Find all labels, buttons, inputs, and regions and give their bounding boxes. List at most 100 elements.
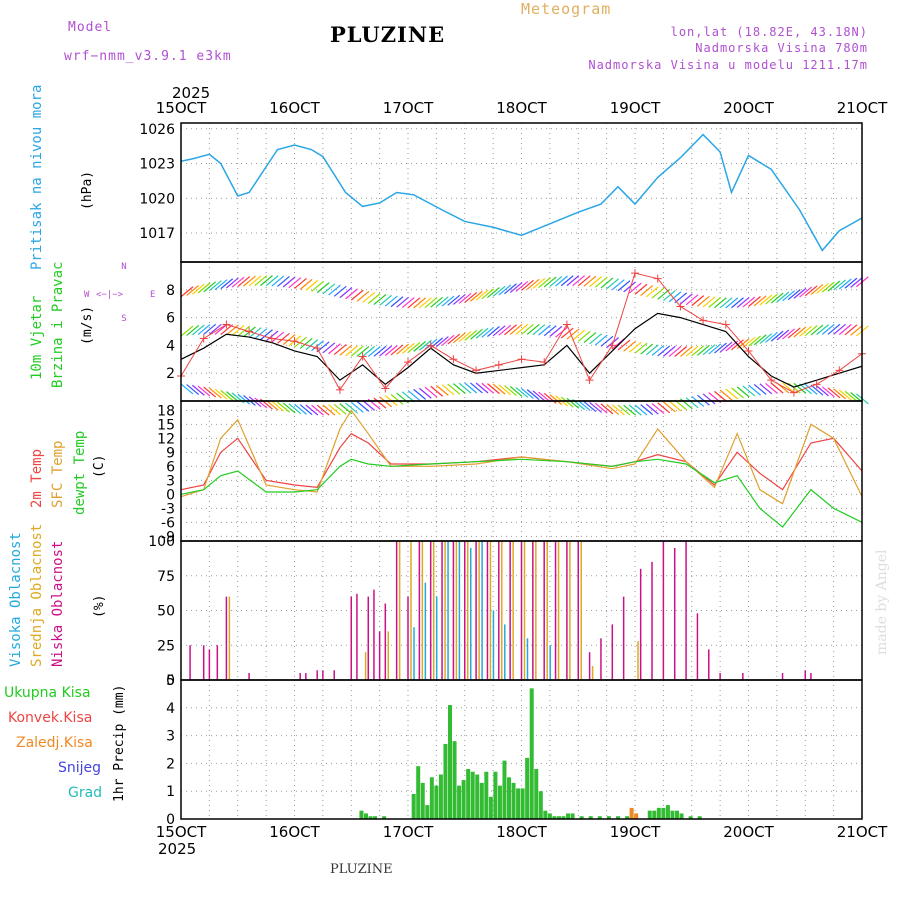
wind-barb [844,324,858,336]
wind-barb [736,296,750,308]
wind-barb [504,283,517,295]
wind-barb [180,325,194,337]
precip-bar [665,805,670,819]
wind-barb [742,336,756,348]
wind-barb [782,382,795,394]
x-tick-label-top: 19OCT [610,99,661,117]
wind-barb [379,345,393,357]
wind-barb [345,288,358,300]
wind-barb [850,276,864,288]
wind-barb [850,324,864,336]
wind-barb [765,331,778,343]
wind-barb [396,296,410,308]
wind-barb [277,275,290,287]
wind-barb [492,285,506,297]
wind-barb [538,277,551,289]
wind-barb [322,283,336,295]
precip-bar [479,782,484,819]
wind-barb [288,403,302,415]
wind-barb [203,386,217,398]
wind-barb [316,282,330,294]
wind-barb [799,325,812,337]
wind-gust-marker [404,358,412,367]
wind-barb [810,384,824,396]
y-tick-label: 0 [166,673,175,689]
y-tick-label: 3 [166,473,175,489]
precip-frozen-label: Zaledj.Kisa [16,735,93,751]
wind-barb [191,283,205,295]
wind-gust-marker [767,376,776,385]
wind-barb [611,404,625,416]
wind-barb [260,329,273,341]
wind-barb [577,330,591,342]
precip-bar [488,796,493,819]
compass-w: W [84,290,90,300]
precip-bar [534,768,539,819]
y-tick-label: 0 [166,812,175,828]
wind-barb [265,275,279,287]
wind-barb [214,323,228,335]
wind-barb [418,297,432,309]
wind-barb [260,275,273,287]
wind-barb [538,324,551,336]
wind-barb [617,339,631,351]
wind-barb [821,281,835,293]
precip-conv-label: Konvek.Kisa [8,710,93,726]
wind-barb [441,334,455,346]
y-tick-label: 1020 [139,191,175,207]
wind-barb [237,393,251,405]
wind-barb [521,388,534,399]
y-tick-label: 5 [166,673,175,689]
wind-gust-marker [699,316,708,325]
wind-barb [481,326,495,338]
wind-barb [748,384,761,396]
wind-gust-marker [562,320,571,329]
wind-barb [180,383,194,395]
wind-barb [725,297,739,309]
wind-barb [458,331,472,343]
x-tick-label-bottom: 15OCT [156,823,207,841]
wind-gust-marker [313,344,322,353]
wind-barb [464,291,478,303]
wind-barb [226,391,239,403]
wind-gust-marker [631,269,639,278]
wind-barb [492,325,506,337]
wind-barb [447,333,461,345]
wind-barb [504,385,517,397]
wind-barb [628,282,642,294]
compass-s: S [121,314,127,324]
panel-frame [180,679,863,820]
wind-barb [560,275,574,287]
wind-barb [362,399,375,411]
wind-barb [532,277,546,289]
wind-barb [379,294,393,306]
wind-barb [186,384,200,395]
conv-precip-bar [629,807,634,819]
wind-barb [560,327,574,339]
wind-barb [305,279,319,291]
precip-bar [588,816,593,819]
wind-barb [651,287,665,299]
wind-barb [651,403,665,414]
wind-barb [714,390,727,402]
wind-barb [838,278,852,290]
wind-barb [197,385,211,397]
wind-barb [475,382,489,394]
wind-barb [623,340,637,352]
x-tick-label-top: 20OCT [723,99,774,117]
footer-station: PLUZINE [330,862,393,877]
wind-barb [844,390,858,402]
precip-bar [543,810,548,819]
x-tick-label-top: 16OCT [269,99,320,117]
precip-bar [359,810,364,819]
precip-bar [625,816,630,819]
wind-barb [322,342,336,354]
wind-barb [566,397,580,409]
wind-barb [589,276,602,288]
elevation: Nadmorska Visina 780m [695,41,868,55]
temp2m-line [180,432,863,491]
precip-bar [670,810,675,819]
y-tick-label: 1 [166,784,175,800]
x-tick-label-top: 17OCT [383,99,434,117]
wind-barb [617,280,631,292]
